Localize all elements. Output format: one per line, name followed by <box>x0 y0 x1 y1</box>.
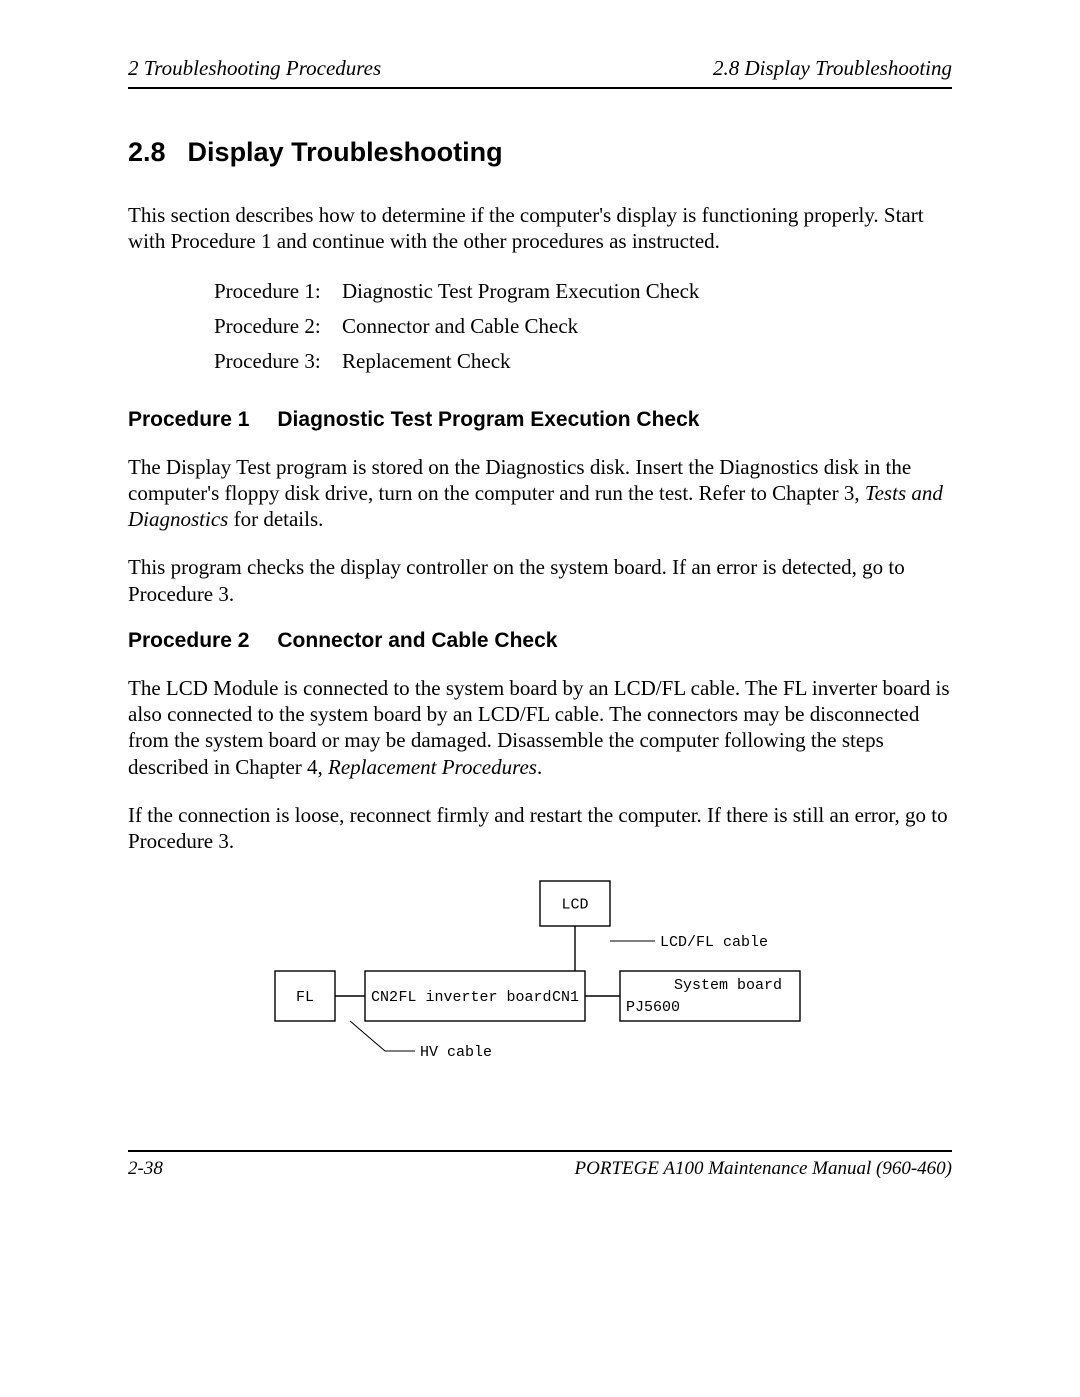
svg-text:LCD/FL cable: LCD/FL cable <box>660 934 768 951</box>
list-item-text: Connector and Cable Check <box>342 314 578 339</box>
section-title: 2.8 Display Troubleshooting <box>128 137 952 168</box>
body-paragraph: The LCD Module is connected to the syste… <box>128 675 952 780</box>
svg-text:LCD: LCD <box>561 897 588 914</box>
body-paragraph: The Display Test program is stored on th… <box>128 454 952 533</box>
list-item: Procedure 2: Connector and Cable Check <box>214 314 952 339</box>
svg-text:System board: System board <box>674 977 782 994</box>
header-right: 2.8 Display Troubleshooting <box>713 56 952 81</box>
list-item-label: Procedure 3: <box>214 349 342 374</box>
footer-manual-title: PORTEGE A100 Maintenance Manual (960-460… <box>575 1158 952 1180</box>
procedure-heading: Procedure 1 Diagnostic Test Program Execu… <box>128 408 952 432</box>
header-left: 2 Troubleshooting Procedures <box>128 56 381 81</box>
procedure-number: Procedure 2 <box>128 629 249 653</box>
svg-text:CN1: CN1 <box>552 989 579 1006</box>
intro-paragraph: This section describes how to determine … <box>128 202 952 255</box>
procedure-title: Diagnostic Test Program Execution Check <box>277 408 699 431</box>
body-paragraph: This program checks the display controll… <box>128 554 952 607</box>
procedure-list: Procedure 1: Diagnostic Test Program Exe… <box>214 279 952 374</box>
svg-text:FL: FL <box>296 989 314 1006</box>
svg-text:HV cable: HV cable <box>420 1044 492 1061</box>
text-run: The Display Test program is stored on th… <box>128 455 911 505</box>
procedure-number: Procedure 1 <box>128 408 249 432</box>
text-run: . <box>537 755 542 779</box>
running-header: 2 Troubleshooting Procedures 2.8 Display… <box>128 56 952 89</box>
procedure-heading: Procedure 2 Connector and Cable Check <box>128 629 952 653</box>
page-footer: 2-38 PORTEGE A100 Maintenance Manual (96… <box>128 1150 952 1180</box>
connection-diagram: LCD FL FL inverter boardCN2 CN1 System board… <box>255 876 825 1076</box>
procedure-title: Connector and Cable Check <box>277 629 557 652</box>
svg-text:CN2: CN2 <box>371 989 398 1006</box>
list-item-text: Diagnostic Test Program Execution Check <box>342 279 699 304</box>
page-content: 2 Troubleshooting Procedures 2.8 Display… <box>128 56 952 1076</box>
diagram-container: LCD FL FL inverter boardCN2 CN1 System board… <box>128 876 952 1076</box>
list-item: Procedure 1: Diagnostic Test Program Exe… <box>214 279 952 304</box>
svg-text:FL inverter board: FL inverter board <box>398 989 551 1006</box>
list-item-label: Procedure 1: <box>214 279 342 304</box>
text-run-italic: Replacement Procedures <box>328 755 537 779</box>
section-title-text: Display Troubleshooting <box>188 137 503 167</box>
svg-text:PJ5600: PJ5600 <box>626 999 680 1016</box>
text-run: for details. <box>228 507 323 531</box>
list-item-label: Procedure 2: <box>214 314 342 339</box>
section-number: 2.8 <box>128 137 166 167</box>
list-item: Procedure 3: Replacement Check <box>214 349 952 374</box>
footer-page-number: 2-38 <box>128 1158 163 1180</box>
list-item-text: Replacement Check <box>342 349 511 374</box>
body-paragraph: If the connection is loose, reconnect fi… <box>128 802 952 855</box>
